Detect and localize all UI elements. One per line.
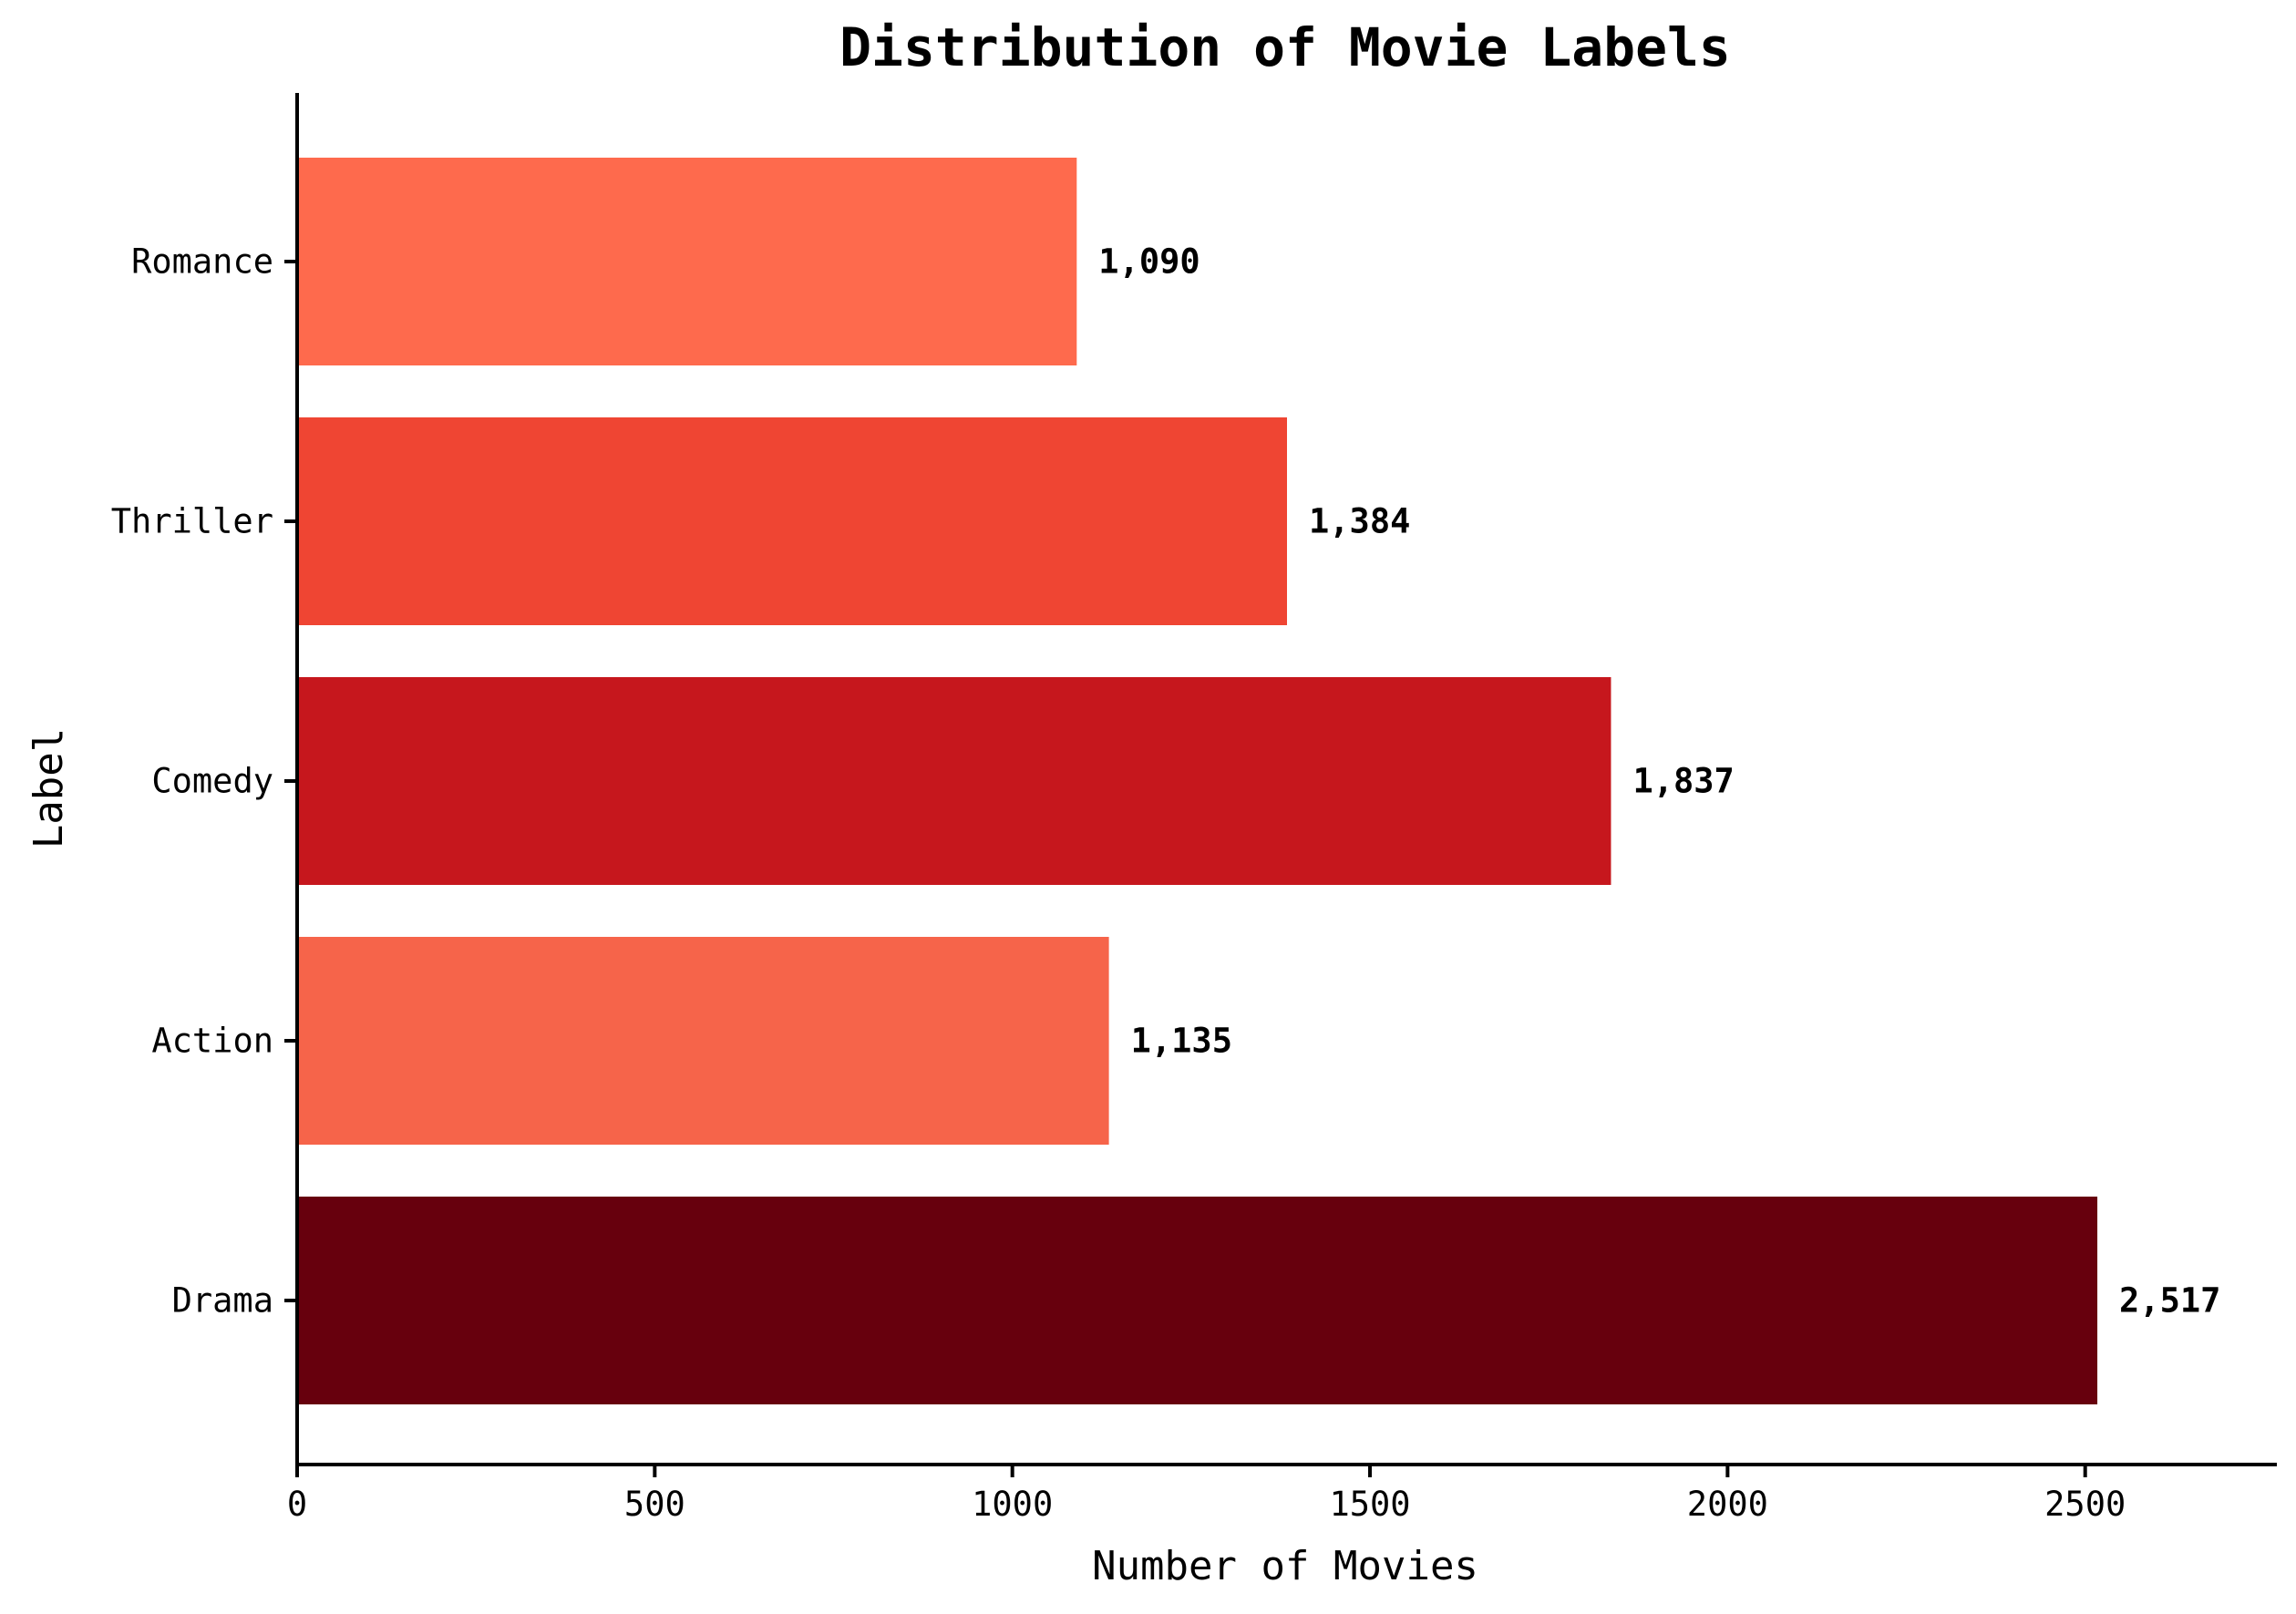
y-tick-label-romance: Romance xyxy=(131,242,273,282)
y-axis-title: Label xyxy=(26,728,72,848)
x-tick-label: 2000 xyxy=(1687,1485,1768,1524)
bars-layer xyxy=(297,158,2098,1404)
x-tick-label: 0 xyxy=(287,1485,307,1524)
bar-drama xyxy=(297,1197,2098,1404)
y-axis: Drama Action Comedy Thriller Romance xyxy=(111,93,299,1465)
value-label-thriller: 1,384 xyxy=(1309,502,1410,541)
value-label-action: 1,135 xyxy=(1131,1022,1232,1061)
bar-thriller xyxy=(297,417,1287,625)
x-tick-label: 1000 xyxy=(972,1485,1053,1524)
value-label-romance: 1,090 xyxy=(1098,242,1199,282)
value-labels-layer: 2,517 1,135 1,837 1,384 1,090 xyxy=(1098,242,2220,1321)
y-tick-label-action: Action xyxy=(151,1022,273,1061)
x-axis: 0 500 1000 1500 2000 2500 xyxy=(287,1463,2277,1524)
value-label-drama: 2,517 xyxy=(2119,1281,2220,1321)
y-tick-label-comedy: Comedy xyxy=(151,762,273,801)
value-label-comedy: 1,837 xyxy=(1632,762,1734,801)
x-tick-label: 2500 xyxy=(2044,1485,2126,1524)
y-tick-label-thriller: Thriller xyxy=(111,502,273,541)
x-tick-label: 1500 xyxy=(1329,1485,1410,1524)
chart-title: Distribution of Movie Labels xyxy=(839,16,1731,78)
bar-romance xyxy=(297,158,1077,365)
y-tick-label-drama: Drama xyxy=(172,1281,273,1321)
bar-action xyxy=(297,937,1109,1145)
x-axis-title: Number of Movies xyxy=(1092,1543,1478,1589)
x-tick-label: 500 xyxy=(624,1485,685,1524)
bar-comedy xyxy=(297,677,1611,885)
